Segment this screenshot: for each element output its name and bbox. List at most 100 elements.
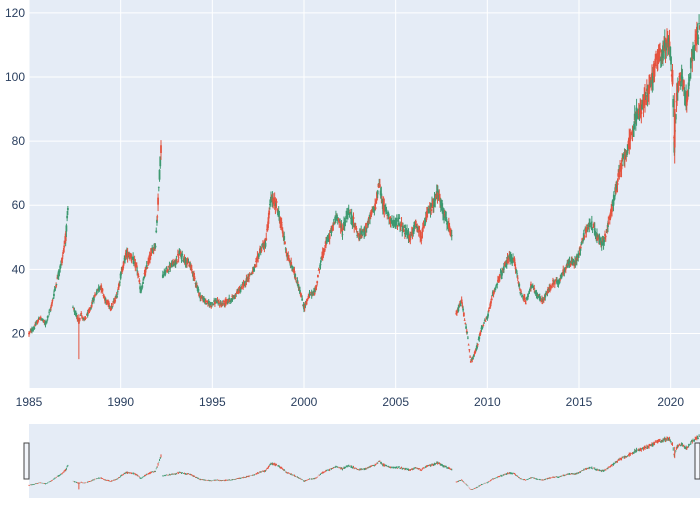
candle-decreasing-body	[506, 257, 509, 264]
candle-decreasing-body	[146, 267, 149, 269]
candle-decreasing-body	[569, 262, 572, 266]
candle-increasing-body	[413, 225, 415, 232]
candle-decreasing-body	[362, 228, 365, 232]
candle-decreasing-body	[623, 156, 626, 160]
candle-decreasing-body	[313, 291, 316, 295]
candle-decreasing-body	[629, 135, 632, 141]
candle-decreasing-body	[77, 320, 80, 324]
candle-decreasing-body	[616, 182, 619, 186]
candle-decreasing-body	[229, 299, 231, 302]
candle-increasing-body	[174, 262, 177, 265]
candle-decreasing-body	[426, 209, 429, 212]
candle-decreasing-body	[81, 316, 84, 318]
candle-increasing-body	[526, 297, 529, 299]
candle-decreasing-body	[540, 301, 543, 303]
candle-decreasing-body	[310, 291, 312, 293]
candle-decreasing-body	[101, 289, 104, 291]
candle-decreasing-body	[476, 344, 479, 345]
candle-increasing-body	[521, 295, 524, 297]
candle-decreasing-body	[144, 271, 147, 276]
candle-decreasing-body	[112, 303, 114, 305]
candle-increasing-body	[162, 274, 165, 276]
candle-increasing-body	[284, 248, 287, 250]
grid-layer	[28, 0, 700, 388]
candle-decreasing-body	[479, 333, 481, 336]
candle-decreasing-body	[328, 234, 331, 240]
candle-increasing-body	[457, 307, 460, 312]
candle-decreasing-body	[210, 306, 213, 307]
candle-increasing-body	[309, 294, 312, 296]
candle-increasing-body	[398, 223, 400, 225]
candle-decreasing-body	[305, 301, 308, 305]
candle-decreasing-body	[147, 260, 150, 265]
candle-decreasing-body	[76, 317, 79, 320]
candle-increasing-body	[213, 300, 216, 303]
candle-decreasing-body	[640, 104, 642, 112]
candle-decreasing-body	[655, 64, 658, 66]
candle-increasing-body	[395, 221, 397, 224]
candle-increasing-body	[212, 303, 215, 305]
candle-decreasing-body	[353, 223, 356, 228]
candle-decreasing-body	[357, 233, 360, 235]
candle-increasing-body	[613, 196, 616, 200]
candle-increasing-body	[229, 301, 232, 302]
candle-decreasing-body	[579, 247, 582, 248]
candle-decreasing-body	[149, 258, 151, 260]
candle-decreasing-body	[322, 249, 325, 256]
candle-decreasing-body	[316, 281, 319, 284]
candle-decreasing-body	[156, 216, 159, 218]
candle-increasing-body	[542, 298, 544, 301]
candle-increasing-body	[207, 302, 210, 303]
candle-increasing-body	[590, 223, 593, 229]
candle-increasing-body	[672, 98, 675, 108]
candle-increasing-body	[670, 56, 672, 65]
candle-increasing-body	[44, 323, 47, 326]
candle-decreasing-body	[79, 318, 81, 320]
candle-decreasing-body	[482, 325, 485, 326]
candle-increasing-body	[283, 236, 286, 241]
candle-increasing-body	[65, 225, 68, 232]
candle-decreasing-body	[501, 268, 504, 270]
candle-increasing-body	[343, 221, 346, 226]
candle-increasing-body	[53, 288, 56, 291]
candle-decreasing-body	[149, 252, 152, 256]
candle-increasing-body	[329, 232, 332, 233]
candle-decreasing-body	[177, 257, 180, 259]
candle-decreasing-body	[604, 233, 606, 237]
candle-increasing-body	[512, 258, 514, 263]
candle-decreasing-body	[370, 214, 373, 216]
candle-increasing-body	[209, 304, 212, 305]
y-tick-label: 60	[12, 198, 26, 212]
candle-increasing-body	[588, 222, 591, 227]
candle-increasing-body	[165, 268, 168, 270]
candle-decreasing-body	[28, 332, 30, 335]
candle-decreasing-body	[186, 259, 189, 261]
candle-decreasing-body	[288, 260, 291, 263]
y-tick-label: 40	[12, 262, 26, 276]
candle-decreasing-body	[130, 257, 133, 260]
candle-increasing-body	[57, 270, 60, 276]
candle-decreasing-body	[460, 299, 463, 304]
candle-decreasing-body	[135, 264, 137, 266]
candle-increasing-body	[591, 229, 594, 231]
candle-decreasing-body	[432, 199, 434, 208]
candle-decreasing-body	[490, 300, 492, 304]
candle-decreasing-body	[467, 344, 470, 346]
candle-increasing-body	[369, 216, 371, 219]
candle-increasing-body	[458, 306, 460, 308]
candle-increasing-body	[424, 218, 426, 226]
candle-decreasing-body	[267, 217, 270, 224]
candle-decreasing-body	[479, 331, 482, 333]
rangeslider-handle-left[interactable]	[23, 442, 30, 480]
candle-increasing-body	[602, 239, 605, 246]
candle-increasing-body	[689, 58, 692, 69]
rangeslider-background[interactable]	[29, 424, 700, 498]
candle-increasing-body	[58, 271, 61, 273]
candle-decreasing-body	[400, 221, 403, 226]
candle-increasing-body	[536, 295, 539, 298]
rangeslider-handle-right[interactable]	[694, 442, 700, 480]
candle-decreasing-body	[87, 310, 90, 312]
candle-decreasing-body	[55, 284, 58, 287]
candle-decreasing-body	[550, 286, 553, 288]
candle-increasing-body	[502, 266, 505, 270]
